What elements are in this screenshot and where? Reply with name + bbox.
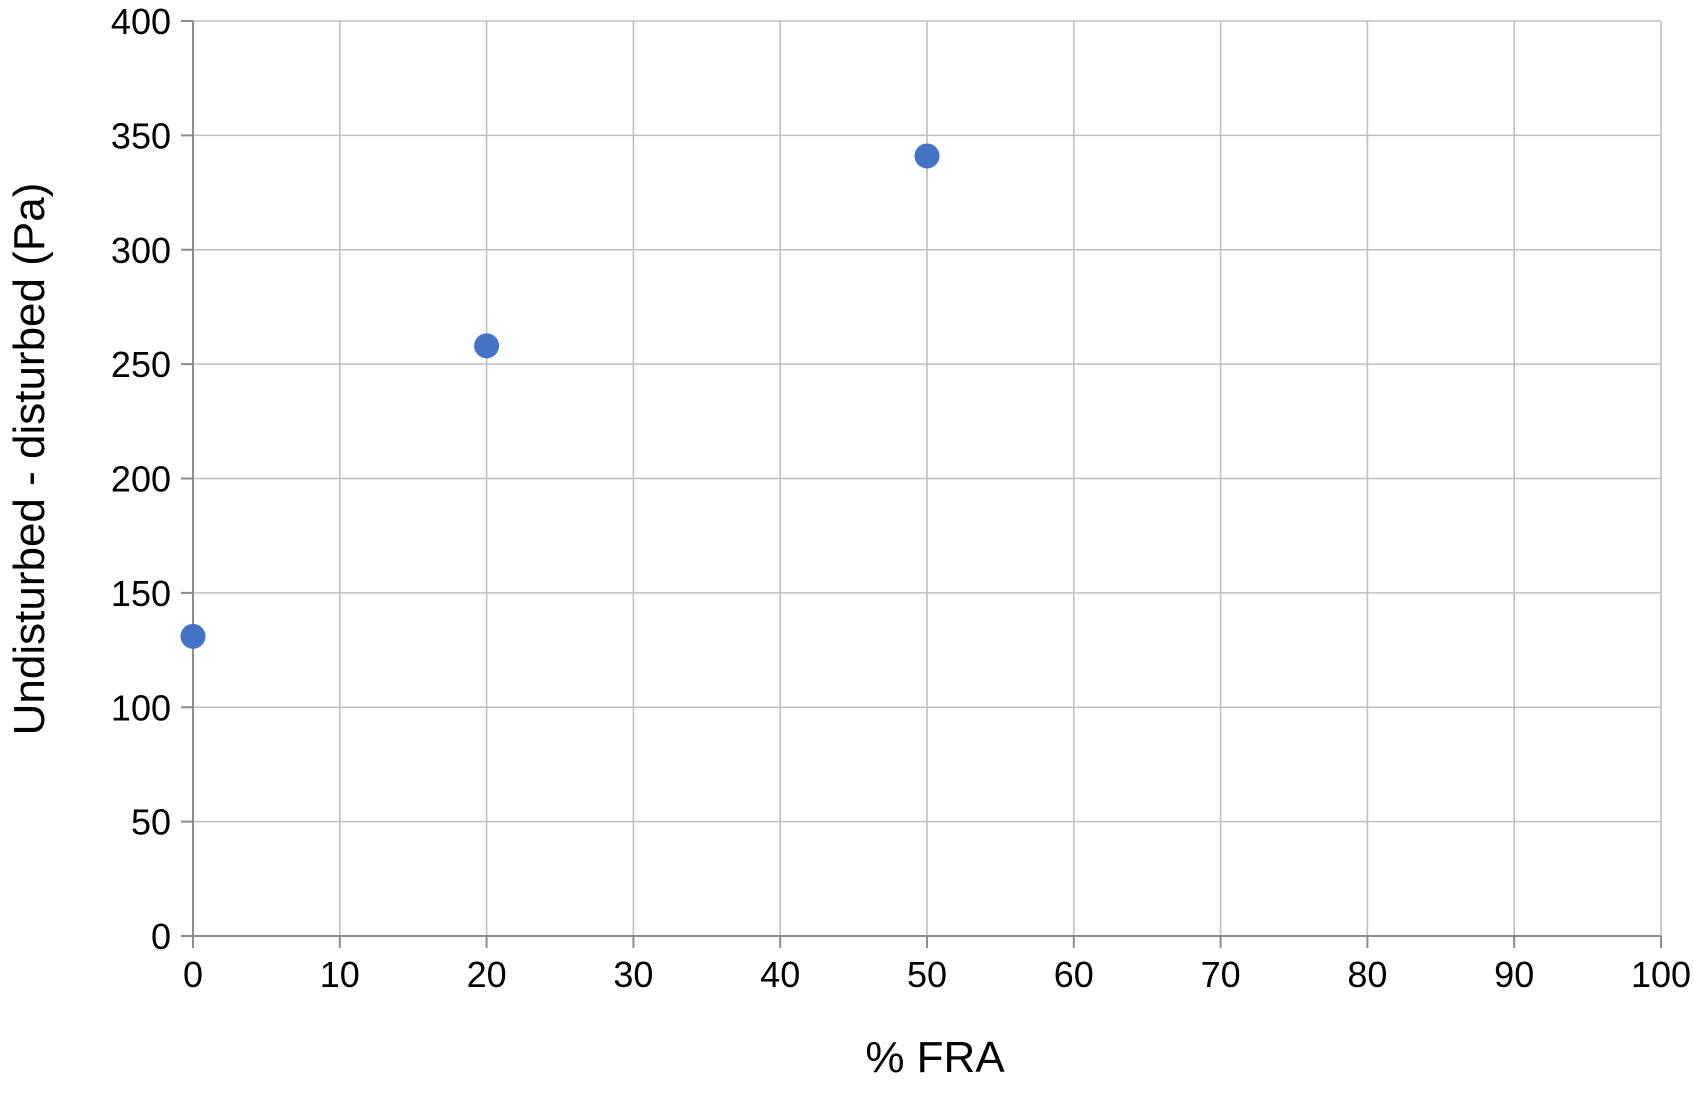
x-tick-label: 40 (760, 954, 800, 995)
y-tick-label: 400 (111, 1, 171, 42)
y-tick-label: 300 (111, 230, 171, 271)
x-tick-label: 50 (907, 954, 947, 995)
x-tick-label: 90 (1494, 954, 1534, 995)
x-tick-label: 100 (1631, 954, 1691, 995)
data-point (180, 623, 206, 649)
x-tick-label: 0 (183, 954, 203, 995)
y-tick-label: 200 (111, 459, 171, 500)
y-tick-label: 0 (151, 916, 171, 957)
y-tick-label: 250 (111, 344, 171, 385)
tick-label-layer: 0 10 20 30 40 50 60 70 80 90 100 0 50 100 150 200 250 300… (111, 1, 1691, 995)
y-axis-title: Undisturbed - disturbed (Pa) (5, 183, 54, 736)
x-tick-label: 70 (1201, 954, 1241, 995)
x-tick-label: 30 (613, 954, 653, 995)
x-tick-label: 10 (320, 954, 360, 995)
x-tick-label: 60 (1054, 954, 1094, 995)
y-tick-label: 50 (131, 802, 171, 843)
x-tick-label: 80 (1347, 954, 1387, 995)
grid-layer (193, 20, 1662, 936)
data-point (914, 143, 940, 169)
y-tick-label: 100 (111, 687, 171, 728)
y-tick-label: 150 (111, 573, 171, 614)
data-point (474, 333, 500, 359)
y-tick-label: 350 (111, 115, 171, 156)
axis-layer (181, 20, 1662, 948)
x-axis-title: % FRA (865, 1033, 1005, 1082)
points-layer (180, 143, 940, 649)
x-tick-label: 20 (467, 954, 507, 995)
